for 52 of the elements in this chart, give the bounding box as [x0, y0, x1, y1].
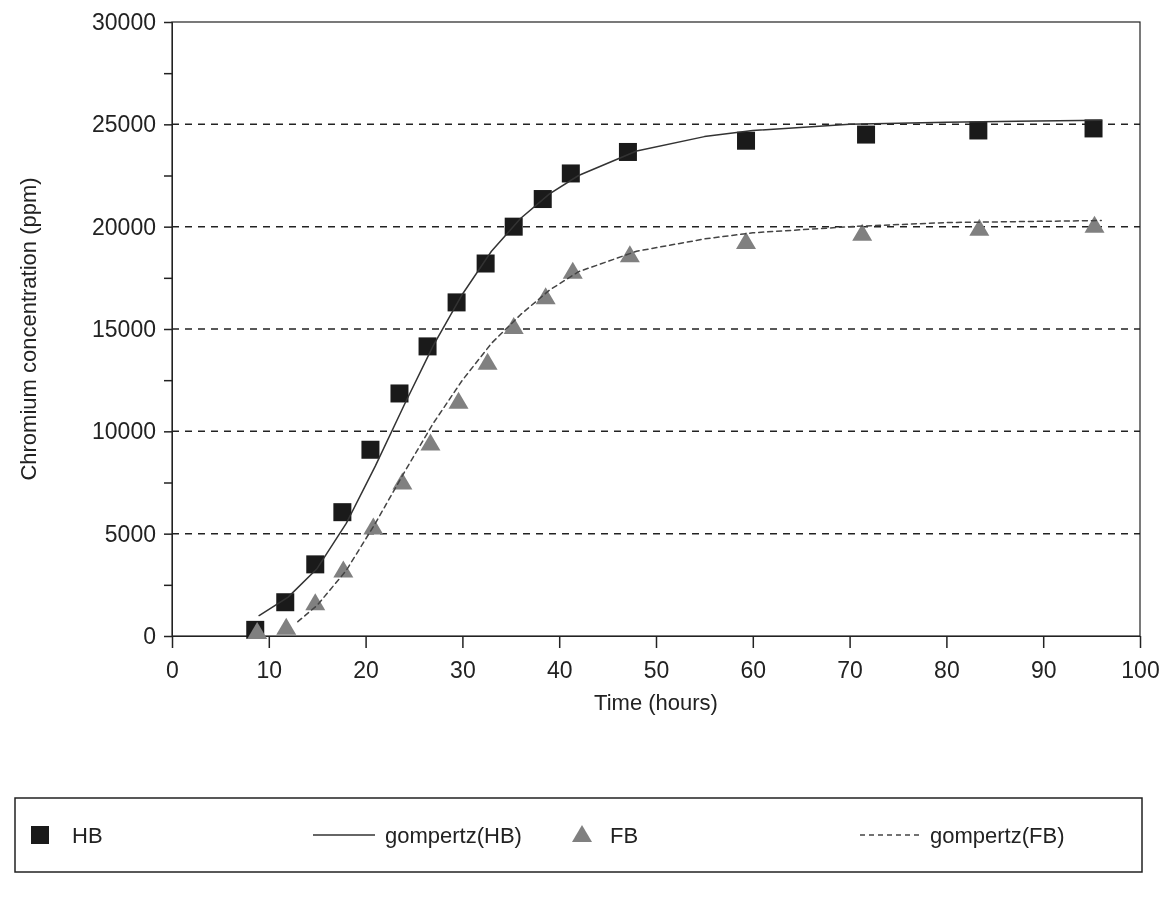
y-tick-label: 0 [143, 622, 156, 649]
point [618, 142, 637, 161]
x-tick-label: 40 [546, 657, 573, 684]
point [619, 245, 640, 263]
point [363, 517, 384, 535]
x-tick-label: 50 [643, 657, 670, 684]
legend-label: FB [610, 822, 639, 848]
point [562, 261, 583, 279]
point [447, 293, 466, 312]
x-tick-label: 30 [450, 657, 476, 684]
point [418, 337, 437, 356]
x-tick-label: 10 [256, 657, 283, 684]
point [1084, 119, 1103, 138]
x-tick-label: 20 [353, 657, 379, 684]
point [276, 617, 297, 635]
point [276, 593, 295, 612]
y-tick-label: 25000 [92, 111, 156, 138]
point [1084, 215, 1105, 233]
x-tick-label: 100 [1121, 657, 1160, 684]
x-tick-label: 80 [934, 657, 960, 684]
line-series [258, 119, 1103, 617]
legend-label: gompertz(HB) [385, 822, 522, 848]
point [392, 472, 413, 490]
point [561, 164, 580, 183]
y-tick-label: 20000 [92, 213, 156, 240]
y-tick-label: 10000 [92, 418, 156, 445]
point [448, 391, 469, 409]
point [306, 555, 325, 574]
point [737, 131, 756, 150]
y-tick-label: 5000 [104, 520, 156, 547]
point [420, 433, 441, 451]
point [477, 352, 498, 370]
x-axis-title: Time (hours) [594, 690, 718, 715]
point [361, 440, 380, 459]
legend-label: gompertz(FB) [930, 822, 1065, 848]
point [390, 384, 409, 403]
y-tick-label: 15000 [92, 315, 156, 342]
point [503, 316, 524, 334]
x-tick-label: 60 [740, 657, 767, 684]
point [333, 503, 352, 522]
point [969, 218, 990, 236]
point [852, 223, 873, 241]
x-tick-label: 70 [837, 657, 863, 684]
x-tick-label: 90 [1030, 657, 1057, 684]
y-tick-label: 30000 [92, 8, 156, 35]
legend-label: HB [72, 822, 103, 848]
point [333, 560, 354, 578]
point [736, 232, 757, 250]
point [476, 254, 495, 273]
y-axis-title: Chromium concentration (ppm) [16, 177, 41, 481]
point [857, 125, 876, 144]
x-tick-label: 0 [166, 657, 179, 684]
